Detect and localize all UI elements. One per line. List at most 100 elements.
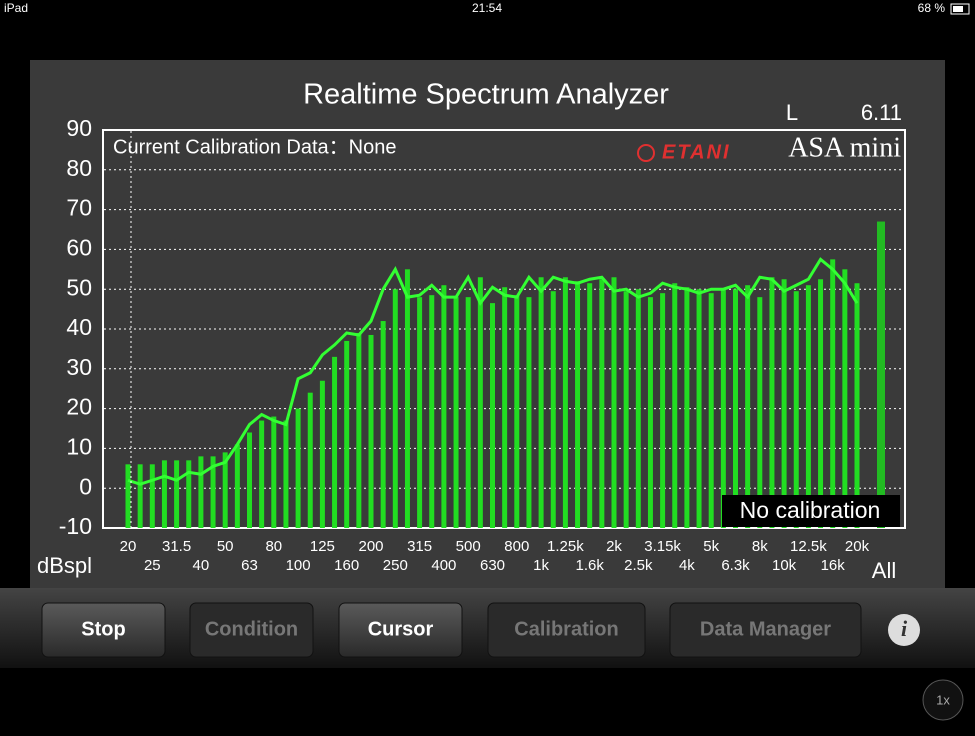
bar bbox=[660, 293, 666, 528]
y-tick-label: 80 bbox=[66, 155, 92, 181]
x-tick-label: 400 bbox=[431, 557, 456, 574]
bar bbox=[210, 456, 216, 528]
bar bbox=[793, 291, 799, 528]
bar bbox=[137, 464, 143, 528]
button[interactable] bbox=[41, 602, 166, 658]
bar bbox=[477, 277, 483, 528]
y-axis-label: dBspl bbox=[37, 553, 92, 578]
bar bbox=[502, 287, 508, 528]
y-tick-label: -10 bbox=[59, 513, 92, 539]
bar bbox=[599, 279, 605, 528]
bar bbox=[611, 277, 617, 528]
button-label: Condition bbox=[205, 618, 298, 640]
button[interactable] bbox=[338, 602, 463, 658]
x-tick-label: 20 bbox=[120, 538, 137, 555]
y-tick-label: 70 bbox=[66, 195, 92, 221]
bar bbox=[392, 289, 398, 528]
x-tick-label: 4k bbox=[679, 557, 695, 574]
bar bbox=[842, 269, 848, 528]
bar bbox=[562, 277, 568, 528]
bar bbox=[490, 303, 495, 528]
x-tick-label: 500 bbox=[456, 538, 481, 555]
x-tick-label: 125 bbox=[310, 538, 335, 555]
x-tick-label: 8k bbox=[752, 538, 768, 555]
version: 6.11 bbox=[861, 100, 902, 125]
y-tick-label: 90 bbox=[66, 115, 92, 141]
speed-button[interactable] bbox=[922, 679, 964, 721]
status-label: No calibration bbox=[740, 497, 881, 523]
x-tick-label: 315 bbox=[407, 538, 432, 555]
info-icon: i bbox=[901, 616, 908, 641]
bar bbox=[368, 334, 374, 528]
calibration-note: Current Calibration Data：None bbox=[113, 136, 396, 158]
x-tick-label: 3.15k bbox=[644, 538, 681, 555]
speed: 1x bbox=[936, 692, 950, 707]
bar bbox=[271, 416, 277, 528]
x-tick-label: 80 bbox=[265, 538, 282, 555]
x-tick-label: 5k bbox=[703, 538, 719, 555]
bar bbox=[441, 285, 447, 528]
x-tick-label: 40 bbox=[193, 557, 210, 574]
bar bbox=[380, 321, 386, 528]
bar bbox=[125, 464, 131, 528]
button[interactable] bbox=[487, 602, 646, 658]
info-button[interactable] bbox=[888, 614, 920, 646]
bar bbox=[465, 297, 471, 528]
bar bbox=[757, 297, 763, 528]
x-tick-label: 1k bbox=[533, 557, 549, 574]
button[interactable] bbox=[189, 602, 314, 658]
x-tick-label: 1.25k bbox=[547, 538, 584, 555]
x-tick-label: 12.5k bbox=[790, 538, 827, 555]
y-tick-label: 50 bbox=[66, 274, 92, 300]
bar bbox=[356, 332, 362, 528]
device: iPad bbox=[4, 1, 28, 15]
total-bar bbox=[877, 221, 885, 529]
spectrum-line bbox=[127, 257, 859, 486]
bar bbox=[684, 287, 690, 528]
y-tick-label: 30 bbox=[66, 354, 92, 380]
x-tick-label: 16k bbox=[821, 557, 846, 574]
bar bbox=[781, 279, 787, 528]
channel: L bbox=[786, 100, 798, 125]
y-tick-label: 10 bbox=[66, 433, 92, 459]
bar bbox=[733, 289, 738, 528]
bar bbox=[319, 380, 325, 528]
button-label: Cursor bbox=[368, 618, 434, 640]
x-tick-label: 10k bbox=[772, 557, 797, 574]
bar bbox=[404, 269, 410, 528]
battery-level bbox=[953, 6, 963, 12]
bar bbox=[429, 295, 435, 528]
x-tick-label: 1.6k bbox=[576, 557, 605, 574]
bar bbox=[830, 259, 836, 528]
bar bbox=[344, 340, 350, 528]
x-tick-label: 100 bbox=[286, 557, 311, 574]
battery: 68 % bbox=[918, 1, 946, 15]
bar bbox=[526, 297, 532, 528]
bar bbox=[818, 279, 824, 528]
bar bbox=[708, 293, 714, 528]
bar bbox=[550, 291, 556, 528]
bar bbox=[453, 297, 459, 528]
x-tick-label: 31.5 bbox=[162, 538, 191, 555]
button[interactable] bbox=[669, 602, 862, 658]
bar bbox=[538, 277, 544, 528]
bar bbox=[672, 283, 678, 528]
button-label: Stop bbox=[81, 618, 125, 640]
chart-title: Realtime Spectrum Analyzer bbox=[303, 79, 669, 111]
time: 21:54 bbox=[472, 1, 502, 15]
bar bbox=[575, 281, 581, 528]
bar bbox=[149, 464, 155, 528]
bar bbox=[161, 460, 167, 528]
bar bbox=[283, 420, 289, 528]
bar bbox=[186, 460, 192, 528]
button-label: Calibration bbox=[514, 618, 618, 640]
button-label: Data Manager bbox=[700, 618, 831, 640]
x-tick-label: 20k bbox=[845, 538, 870, 555]
x-tick-label: 2k bbox=[606, 538, 622, 555]
x-tick-label: 200 bbox=[358, 538, 383, 555]
bar bbox=[647, 297, 653, 528]
brand-icon bbox=[637, 144, 655, 162]
x-tick-label: 800 bbox=[504, 538, 529, 555]
